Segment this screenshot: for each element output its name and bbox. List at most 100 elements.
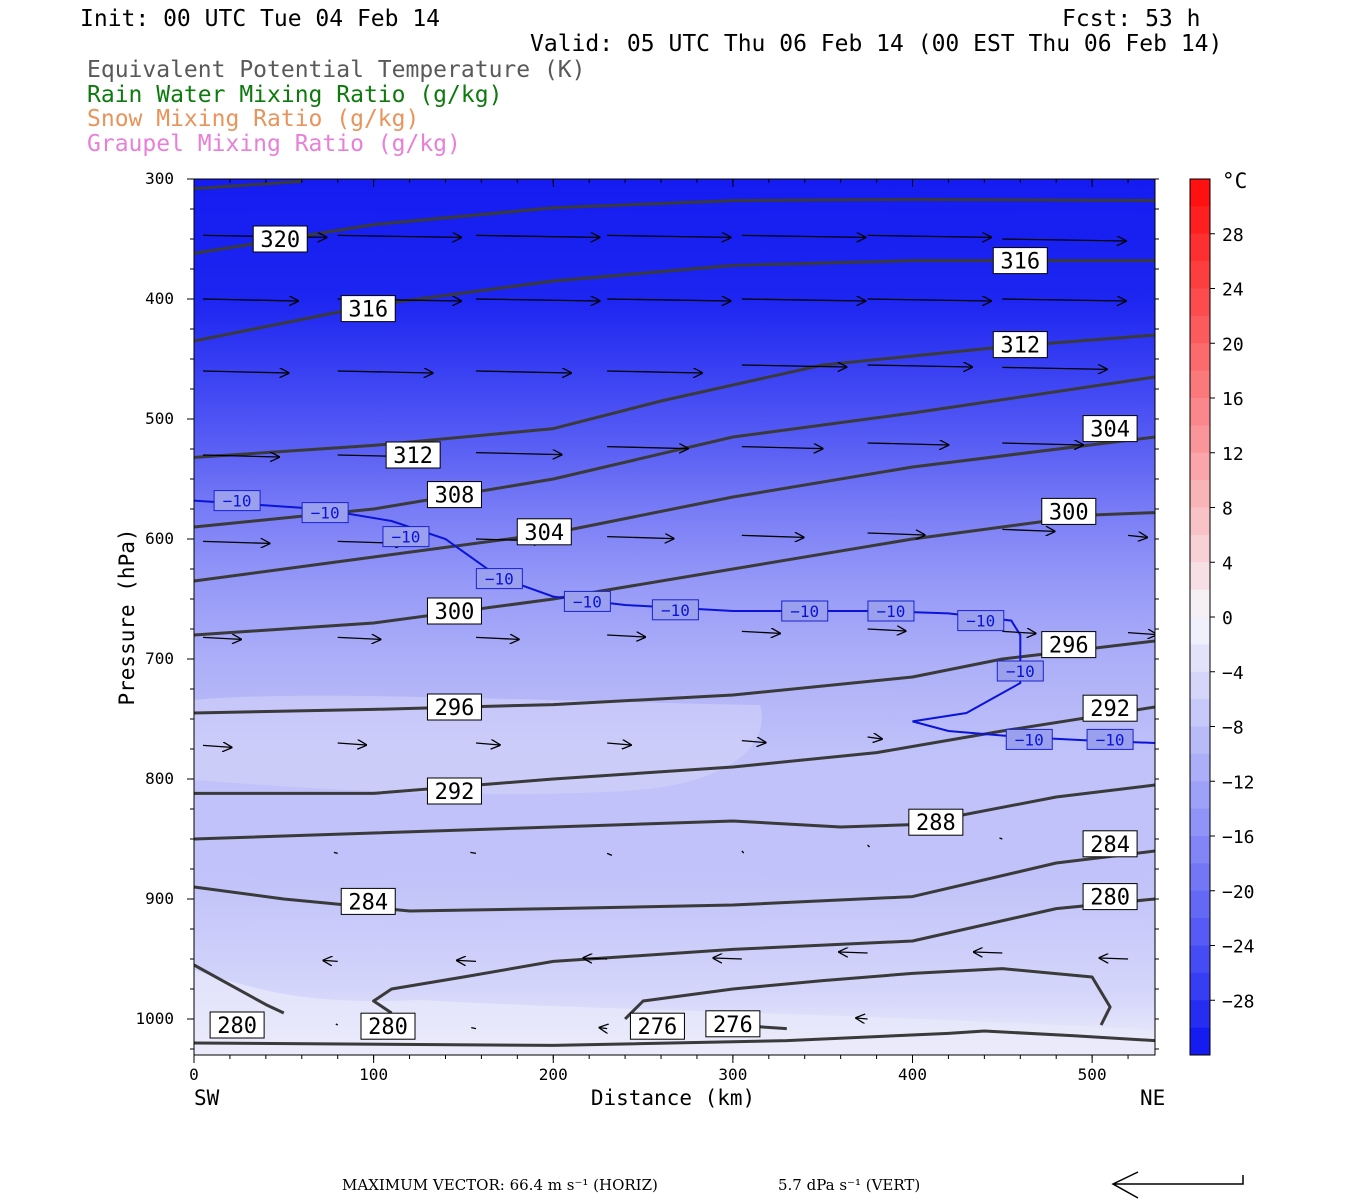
isotherm-label: −10: [790, 602, 819, 621]
wind-vector: [337, 235, 462, 237]
contour-label-box: [992, 331, 1048, 359]
colorbar-tick-label: −16: [1222, 827, 1255, 848]
colorbar-segment: [1190, 1000, 1210, 1029]
contour-label-box: [209, 1011, 265, 1039]
wind-vector: [1127, 535, 1147, 537]
colorbar-segment: [1190, 644, 1210, 673]
contour-label: 312: [393, 444, 433, 469]
max-vector-text: MAXIMUM VECTOR: 66.4 m s⁻¹ (HORIZ): [342, 1176, 658, 1194]
wind-vector: [1100, 958, 1129, 959]
wind-vector: [867, 299, 992, 301]
isotherm-label-box: [213, 490, 261, 512]
isotherm-label: −10: [311, 504, 340, 523]
colorbar-unit: °C: [1222, 169, 1247, 193]
contour-label: 276: [638, 1015, 678, 1040]
colorbar-segment: [1190, 343, 1210, 372]
legend-snow: Snow Mixing Ratio (g/kg): [87, 106, 420, 132]
wind-vector: [202, 299, 298, 301]
colorbar-segment: [1190, 589, 1210, 618]
contour-label-box: [426, 597, 482, 625]
contour-label: 296: [1049, 634, 1089, 659]
x-right-label: NE: [1140, 1086, 1165, 1110]
theta-e-contour-276: [624, 967, 1112, 1026]
wind-vector: [741, 850, 745, 854]
wind-vector: [867, 365, 973, 367]
contour-label-box: [340, 887, 396, 915]
plot-frame: [193, 178, 1156, 1056]
contour-label-box: [1082, 415, 1138, 443]
wind-vector: [1002, 367, 1107, 369]
isotherm-label-box: [563, 590, 611, 612]
wind-vector: [471, 1026, 477, 1030]
wind-vector: [741, 741, 766, 743]
wind-vector: [606, 852, 613, 856]
contour-label: 304: [524, 521, 564, 546]
wind-vector: [867, 235, 992, 237]
colorbar-segment: [1190, 288, 1210, 317]
contour-label-box: [1082, 694, 1138, 722]
colorbar-segment: [1190, 233, 1210, 262]
y-axis-title: Pressure (hPa): [115, 528, 139, 705]
wind-vector: [867, 629, 906, 631]
wind-vector: [202, 637, 241, 639]
contour-label: 280: [217, 1014, 257, 1039]
colorbar-segment: [1190, 507, 1210, 536]
contour-label-box: [360, 1012, 416, 1040]
vert-vector-text: 5.7 dPa s⁻¹ (VERT): [778, 1176, 921, 1194]
legend-graupel: Graupel Mixing Ratio (g/kg): [87, 131, 461, 157]
isotherm-label-box: [651, 599, 699, 621]
colorbar-tick-label: −20: [1222, 882, 1255, 903]
wind-vector: [999, 837, 1003, 840]
y-tick-label: 400: [145, 289, 174, 308]
contour-label: 292: [435, 780, 475, 805]
wind-vector: [741, 447, 823, 449]
colorbar-tick-label: −28: [1222, 991, 1255, 1012]
colorbar-tick-label: 12: [1222, 444, 1244, 465]
wind-vector: [1002, 443, 1083, 445]
colorbar-tick-label: 8: [1222, 499, 1233, 520]
y-tick-label: 600: [145, 529, 174, 548]
isotherm-label: −10: [1015, 730, 1044, 749]
wind-vector: [607, 235, 731, 237]
wind-vector: [713, 958, 742, 959]
colorbar-tick-label: 24: [1222, 280, 1244, 301]
colorbar-segment: [1190, 261, 1210, 289]
isotherm-label-box: [475, 568, 523, 590]
colorbar-segment: [1190, 315, 1210, 344]
reference-vector-arrow: [1111, 1171, 1244, 1199]
x-tick-label: 0: [189, 1065, 199, 1084]
y-tick-label: 700: [145, 649, 174, 668]
wind-vector: [475, 371, 571, 373]
wind-vector: [476, 299, 599, 301]
contour-label: 288: [916, 811, 956, 836]
isotherm-label: −10: [392, 528, 421, 547]
colorbar-segment: [1190, 671, 1210, 700]
isotherm-label: −10: [223, 492, 252, 511]
theta-e-contour-320: [194, 197, 1155, 255]
colorbar-segment: [1190, 699, 1210, 727]
wind-vector: [202, 745, 232, 747]
contour-label: 276: [713, 1013, 753, 1038]
colorbar-segment: [1190, 945, 1210, 974]
colorbar-segment: [1190, 726, 1210, 755]
wind-vector: [337, 371, 433, 373]
wind-vector: [475, 453, 561, 455]
contour-label: 300: [1049, 500, 1089, 525]
colorbar-tick-label: 20: [1222, 334, 1244, 355]
isotherm-label-box: [781, 600, 829, 622]
wind-vector: [202, 541, 270, 543]
wind-vector: [337, 743, 367, 745]
isotherm-label-box: [1086, 728, 1134, 750]
colorbar-tick-label: 4: [1222, 553, 1233, 574]
wind-vector: [839, 952, 868, 953]
wind-vector: [457, 960, 477, 961]
x-tick-label: 200: [539, 1065, 568, 1084]
contour-label: 300: [435, 600, 475, 625]
forecast-hour: Fcst: 53 h: [1062, 6, 1201, 32]
y-tick-label: 800: [145, 769, 174, 788]
colorbar-tick-label: −4: [1222, 663, 1244, 684]
wind-vector: [741, 631, 780, 633]
colorbar-segment: [1190, 617, 1210, 645]
wind-vector: [607, 537, 674, 539]
colorbar-tick-label: −24: [1222, 937, 1255, 958]
